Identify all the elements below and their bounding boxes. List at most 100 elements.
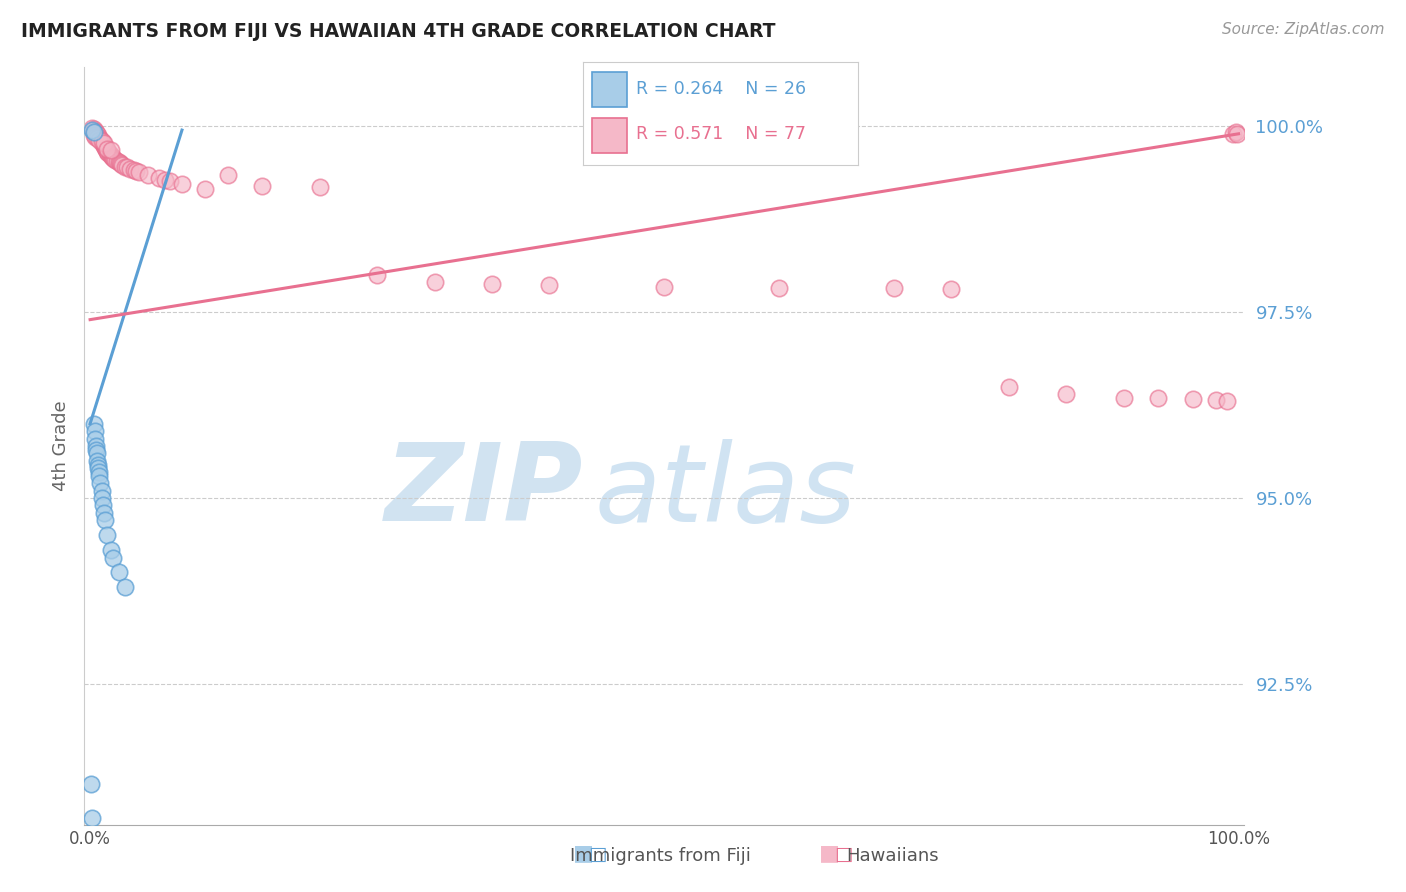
Point (82, 123, 104, 137)
Point (86, 446, 108, 460)
Point (93, 138, 115, 153)
Text: □: □ (588, 845, 607, 863)
Text: atlas: atlas (595, 439, 856, 544)
Bar (592, 118, 627, 153)
Y-axis label: 4th Grade: 4th Grade (52, 401, 70, 491)
Point (122, 163, 145, 178)
Point (128, 165, 150, 179)
Bar (592, 71, 627, 106)
Point (96, 145, 118, 159)
Point (89, 468, 111, 483)
Point (1222, 127, 1244, 141)
Point (89, 476, 111, 491)
Point (87, 461, 110, 475)
Point (87, 458, 110, 472)
Point (94, 141, 117, 155)
Point (481, 277, 503, 291)
Text: ZIP: ZIP (385, 439, 583, 544)
Point (96, 144, 118, 158)
Point (94, 513, 117, 527)
Point (97, 146, 120, 161)
Point (90, 134, 112, 148)
Text: Source: ZipAtlas.com: Source: ZipAtlas.com (1222, 22, 1385, 37)
Point (100, 147, 122, 161)
Point (101, 550, 124, 565)
Point (83, 129, 105, 144)
Point (170, 178, 193, 192)
Point (101, 151, 124, 165)
Point (1054, 387, 1077, 401)
Point (84, 125, 107, 139)
Point (111, 158, 134, 172)
Point (86, 131, 108, 145)
Point (90, 483, 112, 498)
Point (1226, 127, 1249, 141)
Point (96, 142, 118, 156)
Point (103, 152, 125, 166)
Text: □: □ (834, 845, 853, 863)
Point (104, 153, 127, 167)
Point (86, 454, 108, 468)
Point (96, 528, 118, 542)
Point (120, 161, 142, 176)
Point (941, 282, 963, 296)
Point (93, 506, 115, 520)
Point (101, 151, 124, 165)
Point (108, 155, 131, 169)
Text: ■: ■ (574, 844, 593, 863)
Point (100, 149, 122, 163)
Point (80, 777, 103, 791)
Point (153, 173, 176, 187)
Point (148, 171, 170, 186)
Point (83, 432, 105, 446)
Point (89, 133, 111, 147)
Point (1225, 125, 1247, 139)
Point (136, 169, 159, 183)
Point (93, 136, 115, 150)
Point (100, 543, 122, 558)
Point (83, 128, 105, 143)
Point (308, 180, 330, 194)
Point (423, 276, 446, 290)
Point (114, 160, 136, 174)
Point (90, 134, 112, 148)
Point (1147, 392, 1170, 406)
Point (90, 491, 112, 505)
Point (83, 124, 105, 138)
Point (89, 130, 111, 145)
Point (108, 566, 131, 580)
Point (86, 127, 108, 141)
Point (110, 156, 132, 170)
Point (84, 439, 107, 453)
Point (98, 147, 121, 161)
Point (125, 164, 148, 178)
Point (87, 128, 110, 143)
Point (89, 133, 111, 147)
Point (115, 161, 138, 175)
Text: Immigrants from Fiji: Immigrants from Fiji (571, 847, 751, 865)
Point (538, 278, 561, 293)
Point (114, 580, 136, 594)
Text: Hawaiians: Hawaiians (846, 847, 939, 865)
Point (108, 155, 131, 169)
Point (97, 145, 120, 160)
Point (82, 811, 104, 825)
Point (105, 153, 128, 168)
Point (82, 120, 104, 135)
Point (1205, 392, 1227, 407)
Point (83, 125, 105, 139)
Point (883, 281, 905, 295)
Point (83, 417, 105, 431)
Point (998, 379, 1021, 393)
Point (84, 442, 107, 457)
Point (100, 143, 122, 157)
Point (159, 174, 181, 188)
Point (83, 122, 105, 136)
Point (96, 142, 118, 156)
Text: R = 0.571    N = 77: R = 0.571 N = 77 (636, 125, 806, 144)
Point (89, 131, 111, 145)
Point (1181, 392, 1204, 407)
Point (91, 136, 114, 151)
Point (89, 465, 111, 479)
Point (366, 268, 388, 282)
